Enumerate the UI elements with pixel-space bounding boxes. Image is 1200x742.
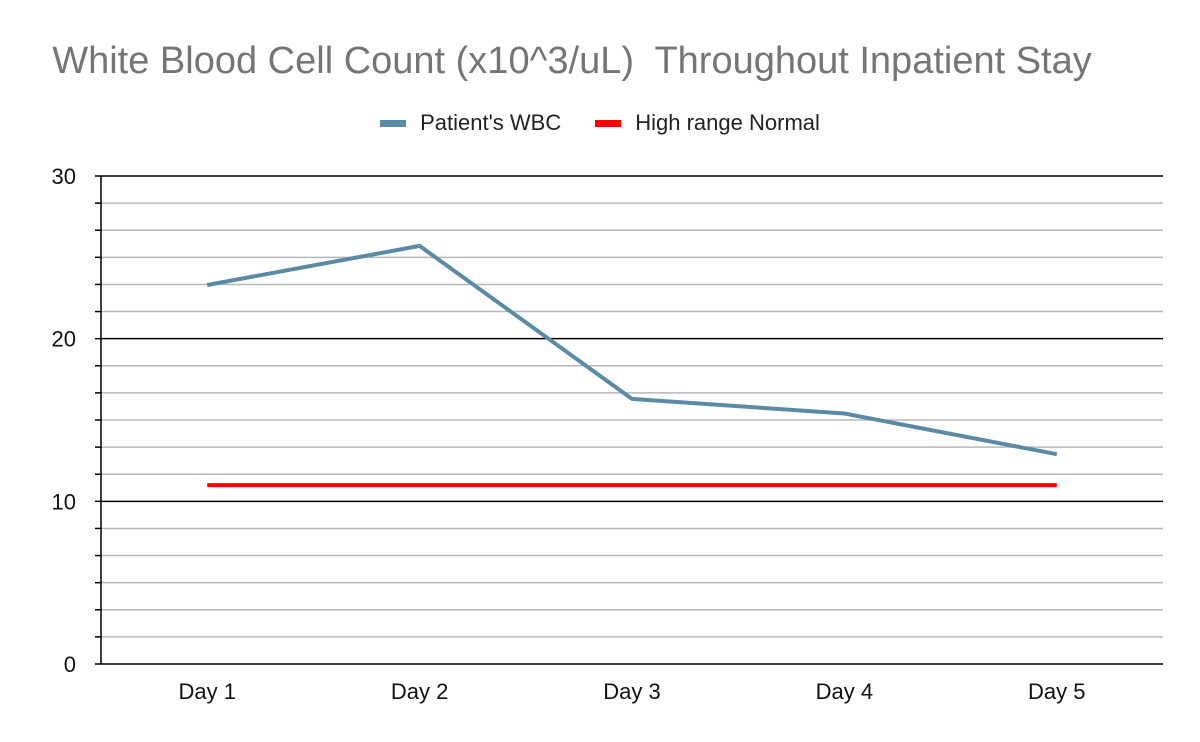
grid-lines [101,175,1163,638]
x-tick-label: Day 3 [603,679,660,704]
x-tick-labels: Day 1 Day 2 Day 3 Day 4 Day 5 [178,679,1085,704]
legend-item-high-range-normal: High range Normal [595,110,820,136]
series-line-patient-s-wbc [206,243,1058,457]
legend-item-patient-wbc: Patient's WBC [380,110,561,136]
y-tick-label: 20 [52,327,76,352]
y-tick-labels: 0 10 20 30 [52,164,76,677]
legend-swatch-patient-wbc [380,119,407,127]
x-tick-label: Day 2 [391,679,448,704]
y-tick-label: 30 [52,164,76,189]
x-tick-label: Day 5 [1028,679,1085,704]
axes [95,175,1163,665]
x-tick-label: Day 1 [178,679,235,704]
legend: Patient's WBC High range Normal [0,110,1200,136]
legend-swatch-high-range-normal [595,119,622,127]
x-tick-label: Day 4 [816,679,873,704]
legend-label-high-range-normal: High range Normal [635,110,820,135]
y-tick-label: 0 [64,652,76,677]
chart-title: White Blood Cell Count (x10^3/uL) Throug… [52,40,1092,82]
series [206,243,1058,488]
y-tick-label: 10 [52,489,76,514]
legend-label-patient-wbc: Patient's WBC [420,110,562,135]
